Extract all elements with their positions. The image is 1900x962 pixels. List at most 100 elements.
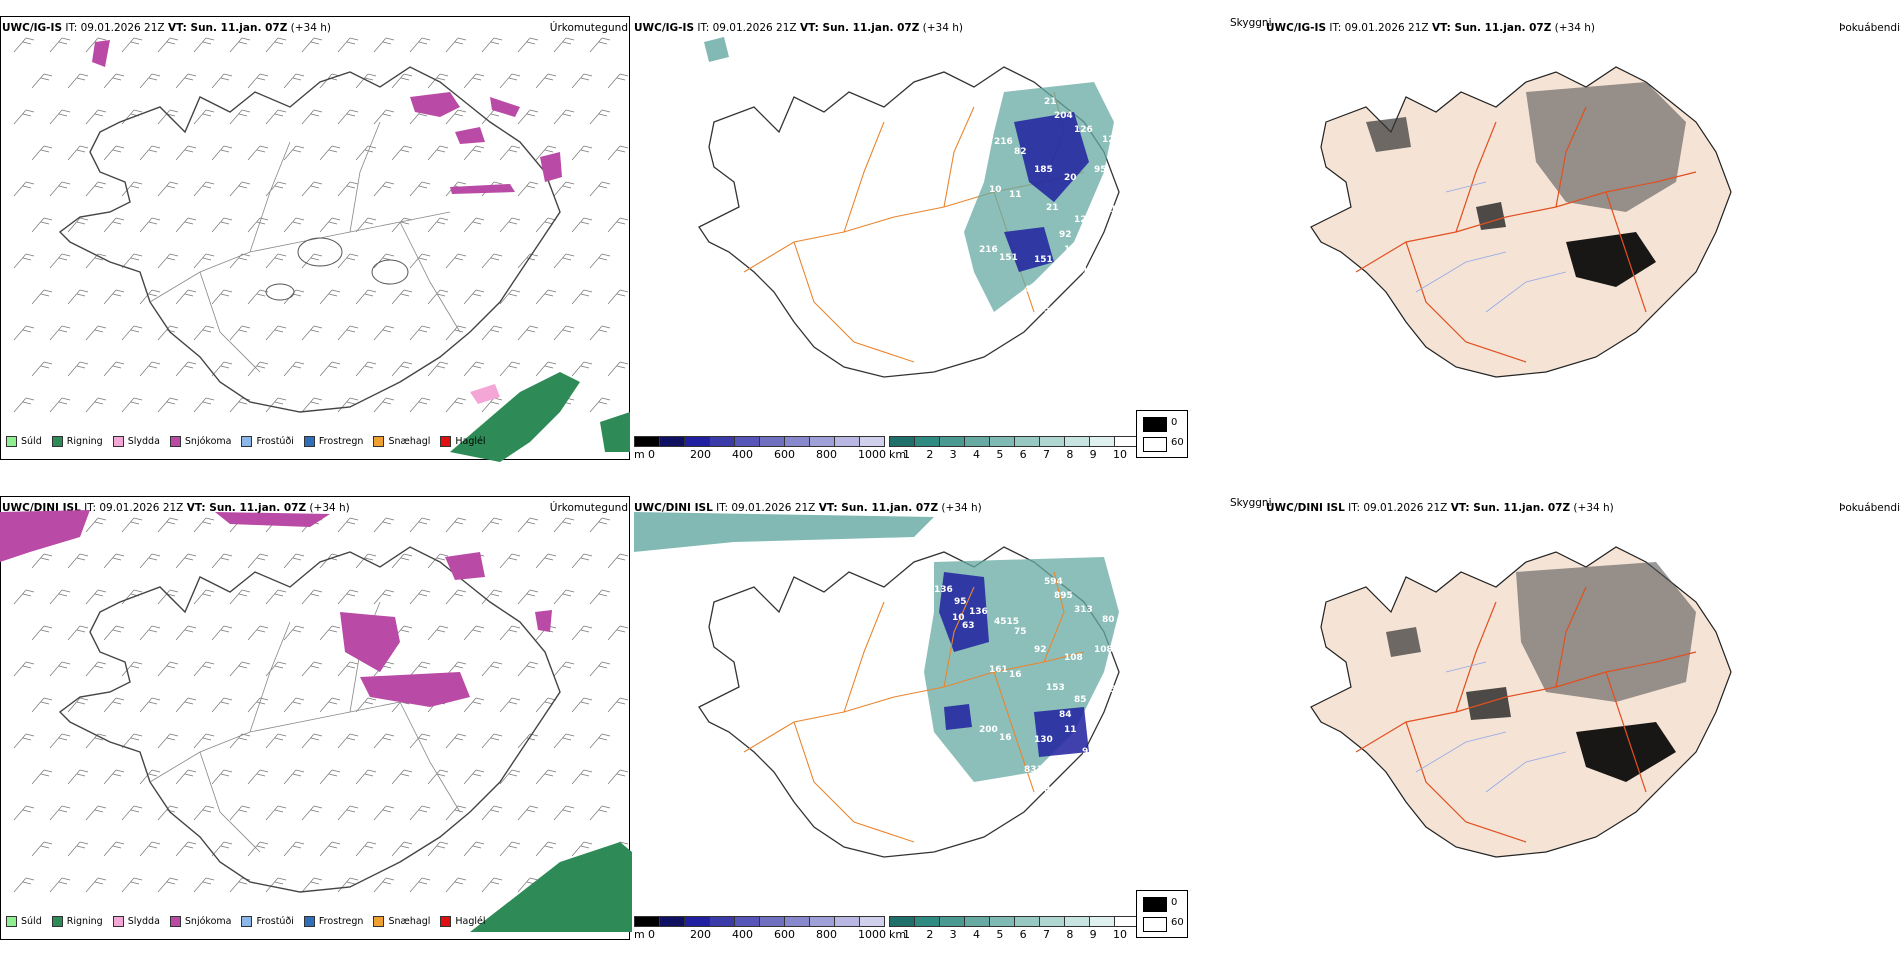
colorbar-segment bbox=[915, 916, 940, 927]
wind-barb bbox=[607, 769, 629, 785]
legend-item: Slydda bbox=[112, 916, 160, 927]
wind-barb bbox=[355, 769, 377, 785]
legend-item: Snjókoma bbox=[169, 916, 231, 927]
wind-barb bbox=[193, 109, 215, 125]
wind-barb bbox=[373, 37, 395, 53]
colorbar-tick: 6 bbox=[1019, 448, 1027, 461]
wind-barb bbox=[193, 181, 215, 197]
legend-swatch bbox=[303, 916, 315, 927]
colorbar-segment bbox=[990, 436, 1015, 447]
fog-map[interactable] bbox=[1266, 12, 1900, 462]
fog-map[interactable] bbox=[1266, 492, 1900, 942]
wind-barb bbox=[85, 397, 107, 413]
precip-map[interactable] bbox=[0, 492, 632, 942]
colorbar-segment bbox=[660, 916, 685, 927]
wind-barb bbox=[211, 697, 233, 713]
wind-barb bbox=[319, 625, 341, 641]
legend-item: Frostregn bbox=[303, 916, 364, 927]
wind-barb bbox=[157, 733, 179, 749]
legend-label: Frostregn bbox=[318, 916, 364, 927]
legend-label: Haglél bbox=[455, 436, 486, 447]
colorbar-tick: 200 bbox=[690, 928, 711, 941]
wind-barb bbox=[499, 697, 521, 713]
wind-barb bbox=[121, 253, 143, 269]
wind-barbs bbox=[13, 517, 629, 893]
wind-barb bbox=[49, 661, 71, 677]
fog-legend-label: 0 bbox=[1171, 417, 1178, 428]
colorbar-segment bbox=[889, 916, 915, 927]
wind-barb bbox=[175, 145, 197, 161]
wind-barb bbox=[535, 145, 557, 161]
wind-barb bbox=[499, 841, 521, 857]
wind-barb bbox=[517, 805, 539, 821]
colorbar-segment bbox=[1090, 436, 1115, 447]
fog-shading bbox=[1386, 562, 1696, 782]
wind-barb bbox=[445, 397, 467, 413]
colorbar-segment bbox=[860, 436, 885, 447]
legend-item: Snæhagl bbox=[373, 436, 430, 447]
colorbar-segment bbox=[940, 916, 965, 927]
wind-barb bbox=[535, 217, 557, 233]
wind-barb bbox=[571, 73, 593, 89]
colorbar-tick: 10 bbox=[1113, 448, 1127, 461]
model-label: UWC/IG-IS bbox=[634, 22, 695, 34]
wind-barb bbox=[445, 37, 467, 53]
wind-barb bbox=[589, 397, 611, 413]
wind-barb bbox=[193, 253, 215, 269]
colorbar-tick: 0 bbox=[648, 928, 655, 941]
colorbar-tick: 600 bbox=[774, 928, 795, 941]
colorbar-tick: 400 bbox=[732, 928, 753, 941]
wind-barb bbox=[175, 73, 197, 89]
wind-barb bbox=[121, 181, 143, 197]
wind-barb bbox=[463, 145, 485, 161]
lead-time: (+34 h) bbox=[1573, 502, 1614, 514]
wind-barb bbox=[391, 73, 413, 89]
wind-barb bbox=[49, 325, 71, 341]
fog-legend: 0 60 bbox=[1136, 410, 1188, 458]
wind-barb bbox=[463, 841, 485, 857]
wind-barb bbox=[265, 181, 287, 197]
wind-barb bbox=[265, 877, 287, 893]
wind-barb bbox=[85, 805, 107, 821]
wind-barb bbox=[139, 553, 161, 569]
wind-barb bbox=[85, 517, 107, 533]
wind-barb bbox=[373, 109, 395, 125]
wind-barb bbox=[103, 73, 125, 89]
legend-swatch bbox=[303, 436, 315, 447]
wind-barb bbox=[157, 37, 179, 53]
colorbar-unit: km bbox=[889, 448, 907, 461]
wind-barb bbox=[427, 73, 449, 89]
wind-barb bbox=[499, 73, 521, 89]
river-network bbox=[1415, 661, 1567, 793]
wind-barb bbox=[337, 253, 359, 269]
legend-label: Súld bbox=[21, 436, 42, 447]
init-time: IT: 09.01.2026 21Z bbox=[1348, 502, 1448, 514]
precip-map[interactable] bbox=[0, 12, 632, 462]
wind-barb bbox=[373, 733, 395, 749]
colorbar-segment bbox=[940, 436, 965, 447]
colorbar-tick: 800 bbox=[816, 928, 837, 941]
model-label: UWC/DINI ISL bbox=[634, 502, 713, 514]
legend-item: Rigning bbox=[51, 916, 103, 927]
wind-barb bbox=[283, 625, 305, 641]
wind-barb bbox=[301, 109, 323, 125]
wind-barb bbox=[301, 877, 323, 893]
legend-item: Rigning bbox=[51, 436, 103, 447]
wind-barb bbox=[481, 517, 503, 533]
wind-barb bbox=[535, 73, 557, 89]
wind-barb bbox=[427, 769, 449, 785]
wind-barb bbox=[139, 697, 161, 713]
visibility-value-label: 126 bbox=[1074, 125, 1093, 135]
wind-barb bbox=[517, 37, 539, 53]
visibility-value-label: 145 bbox=[1082, 267, 1101, 277]
wind-barb bbox=[319, 769, 341, 785]
legend-item: Slydda bbox=[112, 436, 160, 447]
wind-barb bbox=[157, 253, 179, 269]
wind-barb bbox=[355, 361, 377, 377]
wind-barb bbox=[175, 553, 197, 569]
wind-barb bbox=[463, 361, 485, 377]
colorbar-unit: m bbox=[634, 448, 645, 461]
